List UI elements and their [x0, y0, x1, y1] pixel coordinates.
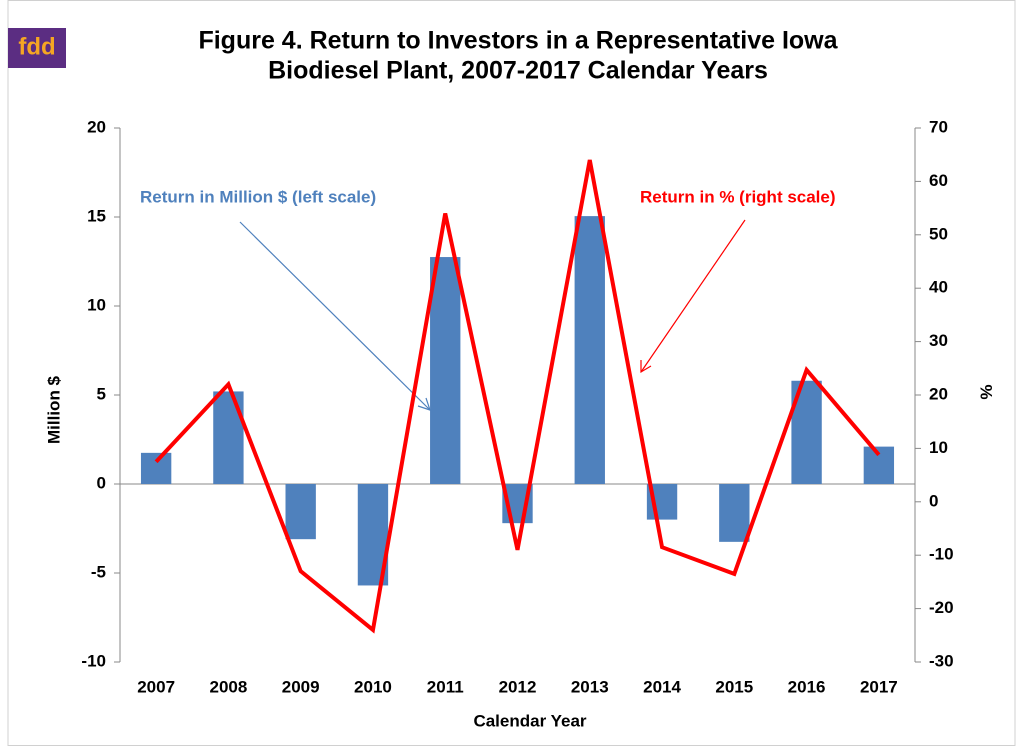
x-tick-label: 2009 — [282, 677, 320, 696]
logo: fdd — [18, 33, 55, 60]
y2-tick-label: 60 — [929, 171, 948, 190]
y2-tick-label: 40 — [929, 278, 948, 297]
y-tick-label: 10 — [87, 295, 106, 314]
y-tick-label: 15 — [87, 206, 106, 225]
y-tick-label: 5 — [97, 384, 106, 403]
y-tick-label: 20 — [87, 117, 106, 136]
x-tick-label: 2017 — [860, 677, 898, 696]
y-axis-label: Million $ — [44, 375, 63, 444]
x-tick-label: 2014 — [643, 677, 681, 696]
y2-axis-label: % — [977, 384, 996, 399]
x-tick-label: 2013 — [571, 677, 609, 696]
x-axis-label: Calendar Year — [473, 711, 586, 730]
y-tick-label: -5 — [91, 562, 106, 581]
y-tick-label: -10 — [81, 651, 106, 670]
x-tick-label: 2007 — [137, 677, 175, 696]
line — [154, 159, 881, 634]
y2-tick-label: 0 — [929, 491, 938, 510]
bar — [719, 484, 750, 542]
chart-title: Figure 4. Return to Investors in a Repre… — [198, 27, 838, 55]
y-tick-label: 0 — [97, 473, 106, 492]
y2-tick-label: 10 — [929, 438, 948, 457]
x-tick-label: 2015 — [715, 677, 753, 696]
y2-tick-label: 50 — [929, 224, 948, 243]
x-tick-label: 2016 — [788, 677, 826, 696]
bar — [140, 452, 172, 484]
x-tick-label: 2011 — [427, 677, 464, 696]
bar — [213, 391, 244, 484]
bar — [430, 257, 461, 484]
x-tick-label: 2012 — [499, 677, 537, 696]
y2-tick-label: -10 — [929, 545, 954, 564]
y2-tick-label: 30 — [929, 331, 948, 350]
y2-tick-label: -30 — [929, 651, 954, 670]
logo-box — [8, 28, 66, 68]
x-tick-label: 2008 — [209, 677, 247, 696]
arrow — [239, 221, 431, 411]
chart-title: Biodiesel Plant, 2007-2017 Calendar Year… — [268, 57, 768, 85]
annotation: Return in % (right scale) — [640, 187, 836, 206]
bar — [574, 216, 605, 485]
y2-tick-label: 20 — [929, 384, 948, 403]
arrow — [640, 219, 746, 374]
y2-tick-label: 70 — [929, 117, 948, 136]
annotation: Return in Million $ (left scale) — [140, 187, 376, 206]
y2-tick-label: -20 — [929, 598, 954, 617]
frame — [7, 0, 1016, 746]
bar — [285, 484, 316, 540]
x-tick-label: 2010 — [354, 677, 392, 696]
